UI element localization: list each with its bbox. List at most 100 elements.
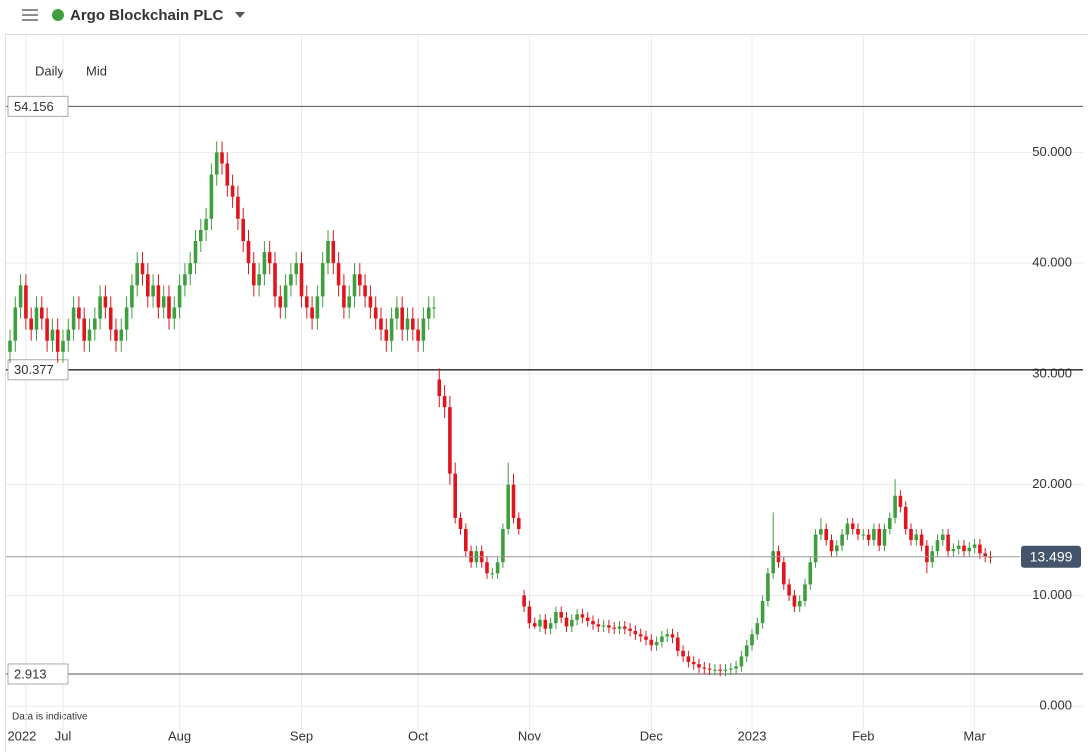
x-tick-label: Aug bbox=[168, 728, 191, 743]
candle-body bbox=[448, 407, 452, 474]
candle-body bbox=[161, 296, 166, 308]
candle-body bbox=[617, 626, 622, 629]
candle-body bbox=[824, 529, 828, 541]
candle-body bbox=[559, 612, 563, 618]
candle-body bbox=[723, 669, 728, 671]
y-tick-label: 0.000 bbox=[1039, 698, 1072, 713]
header-bar bbox=[0, 0, 1088, 34]
candle-body bbox=[734, 666, 738, 669]
candle-body bbox=[951, 548, 956, 552]
candle-body bbox=[893, 495, 897, 518]
candle-body bbox=[744, 645, 749, 657]
candle-body bbox=[919, 534, 924, 546]
candle-body bbox=[146, 274, 150, 297]
candle-body bbox=[453, 473, 457, 518]
candle-body bbox=[988, 556, 993, 558]
candle-body bbox=[108, 307, 113, 330]
x-tick-label: 2022 bbox=[7, 728, 36, 743]
menu-icon[interactable] bbox=[22, 9, 38, 21]
candle-body bbox=[511, 484, 516, 518]
candle-body bbox=[697, 664, 701, 668]
candle-body bbox=[214, 152, 219, 175]
candle-body bbox=[941, 534, 945, 541]
dropdown-caret[interactable] bbox=[235, 12, 245, 18]
candle-body bbox=[638, 634, 643, 637]
candle-body bbox=[45, 318, 49, 341]
candle-body bbox=[34, 307, 39, 330]
candle-body bbox=[903, 506, 908, 530]
candle-body bbox=[55, 329, 60, 352]
candle-body bbox=[861, 534, 866, 536]
candle-body bbox=[310, 307, 314, 319]
interval-label[interactable]: Daily bbox=[35, 63, 64, 78]
candle-body bbox=[273, 263, 277, 297]
candle-body bbox=[607, 625, 611, 628]
candle-body bbox=[962, 545, 966, 552]
candle-body bbox=[315, 296, 320, 319]
candle-body bbox=[172, 307, 177, 319]
candle-body bbox=[517, 517, 521, 530]
candle-body bbox=[204, 218, 208, 230]
candle-body bbox=[363, 285, 367, 297]
x-tick-label: Dec bbox=[640, 728, 664, 743]
instrument-title[interactable]: Argo Blockchain PLC bbox=[70, 7, 224, 24]
candle-body bbox=[289, 274, 293, 286]
candle-body bbox=[252, 263, 256, 286]
x-tick-label: Feb bbox=[852, 728, 874, 743]
candle-body bbox=[665, 634, 669, 637]
price-type-label[interactable]: Mid bbox=[86, 63, 107, 78]
candle-body bbox=[797, 601, 802, 607]
candle-body bbox=[61, 340, 65, 352]
candle-body bbox=[946, 534, 950, 552]
candle-body bbox=[760, 601, 765, 624]
candle-body bbox=[686, 656, 691, 662]
candle-body bbox=[538, 619, 542, 627]
candle-body bbox=[882, 529, 887, 546]
candle-body bbox=[877, 529, 881, 546]
candle-body bbox=[972, 544, 977, 548]
candle-body bbox=[670, 634, 675, 638]
candle-body bbox=[267, 252, 272, 264]
candle-body bbox=[914, 534, 919, 541]
candle-body bbox=[485, 562, 489, 574]
candle-body bbox=[209, 174, 214, 219]
candle-body bbox=[782, 562, 786, 585]
candle-body bbox=[50, 329, 55, 341]
candle-body bbox=[850, 523, 855, 530]
candle-body bbox=[114, 329, 118, 341]
candle-body bbox=[352, 274, 357, 297]
candle-body bbox=[183, 274, 187, 286]
y-tick-label: 20.000 bbox=[1032, 476, 1072, 491]
candle-body bbox=[384, 329, 389, 341]
candle-body bbox=[676, 637, 680, 651]
candle-body bbox=[199, 229, 203, 242]
y-tick-label: 10.000 bbox=[1032, 587, 1072, 602]
candle-body bbox=[522, 595, 526, 607]
candle-body bbox=[532, 623, 537, 627]
candle-body bbox=[707, 668, 712, 670]
candle-body bbox=[411, 318, 415, 330]
x-tick-label: Oct bbox=[408, 728, 429, 743]
candle-body bbox=[718, 669, 722, 671]
x-tick-label: 2023 bbox=[738, 728, 767, 743]
candle-body bbox=[925, 545, 929, 563]
candle-body bbox=[575, 614, 579, 620]
candle-body bbox=[654, 641, 659, 646]
candle-body bbox=[803, 584, 807, 602]
reference-label-box bbox=[7, 359, 69, 381]
candle-body bbox=[633, 630, 638, 635]
candle-body bbox=[135, 263, 139, 286]
candle-body bbox=[167, 296, 171, 319]
x-tick-label: Nov bbox=[518, 728, 542, 743]
candle-body bbox=[156, 285, 161, 308]
candle-body bbox=[681, 650, 685, 657]
candle-body bbox=[98, 296, 102, 319]
candle-body bbox=[490, 573, 495, 575]
candle-body bbox=[898, 495, 903, 507]
candle-body bbox=[564, 617, 569, 627]
candle-body bbox=[437, 379, 442, 397]
candle-body bbox=[691, 661, 696, 665]
candle-body bbox=[755, 623, 760, 635]
candle-body bbox=[432, 307, 436, 309]
